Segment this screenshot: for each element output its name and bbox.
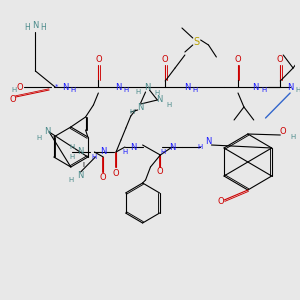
Text: N: N <box>144 83 151 92</box>
Text: H: H <box>296 87 300 93</box>
Text: H: H <box>192 87 197 93</box>
Text: N: N <box>32 20 39 29</box>
Text: H: H <box>92 154 97 160</box>
Text: N: N <box>77 170 84 179</box>
Text: H: H <box>155 90 160 96</box>
Text: N: N <box>287 82 293 91</box>
Text: N: N <box>253 82 259 91</box>
Text: O: O <box>280 128 286 136</box>
Text: N: N <box>156 95 163 104</box>
Text: H: H <box>129 109 134 115</box>
Text: O: O <box>10 95 16 104</box>
Text: H: H <box>40 23 46 32</box>
Text: O: O <box>157 167 164 176</box>
Text: O: O <box>235 56 241 64</box>
Text: O: O <box>113 169 119 178</box>
Text: H: H <box>25 23 30 32</box>
Text: N: N <box>62 82 68 91</box>
Text: H: H <box>261 87 266 93</box>
Text: H: H <box>68 177 74 183</box>
Text: H: H <box>37 135 42 141</box>
Text: N: N <box>44 128 50 136</box>
Text: H: H <box>122 149 128 155</box>
Text: H: H <box>167 102 172 108</box>
Text: N: N <box>137 103 144 112</box>
Text: S: S <box>194 37 200 47</box>
Text: H: H <box>290 134 296 140</box>
Text: H: H <box>197 144 202 150</box>
Text: O: O <box>95 56 102 64</box>
Text: H: H <box>135 89 140 95</box>
Text: H: H <box>11 87 16 93</box>
Text: H: H <box>70 87 75 93</box>
Text: O: O <box>277 56 284 64</box>
Text: *: * <box>54 84 58 90</box>
Text: O: O <box>16 82 23 91</box>
Text: H: H <box>160 149 166 155</box>
Text: O: O <box>162 56 169 64</box>
Text: H: H <box>69 144 74 150</box>
Text: N: N <box>205 137 212 146</box>
Text: N: N <box>169 142 175 152</box>
Text: N: N <box>184 82 190 91</box>
Text: I: I <box>82 162 85 168</box>
Text: O: O <box>218 197 225 206</box>
Text: N: N <box>100 148 106 157</box>
Text: N: N <box>77 148 84 157</box>
Text: N: N <box>130 142 137 152</box>
Text: O: O <box>100 173 106 182</box>
Text: N: N <box>115 82 121 91</box>
Text: H: H <box>69 154 74 160</box>
Text: H: H <box>123 87 128 93</box>
